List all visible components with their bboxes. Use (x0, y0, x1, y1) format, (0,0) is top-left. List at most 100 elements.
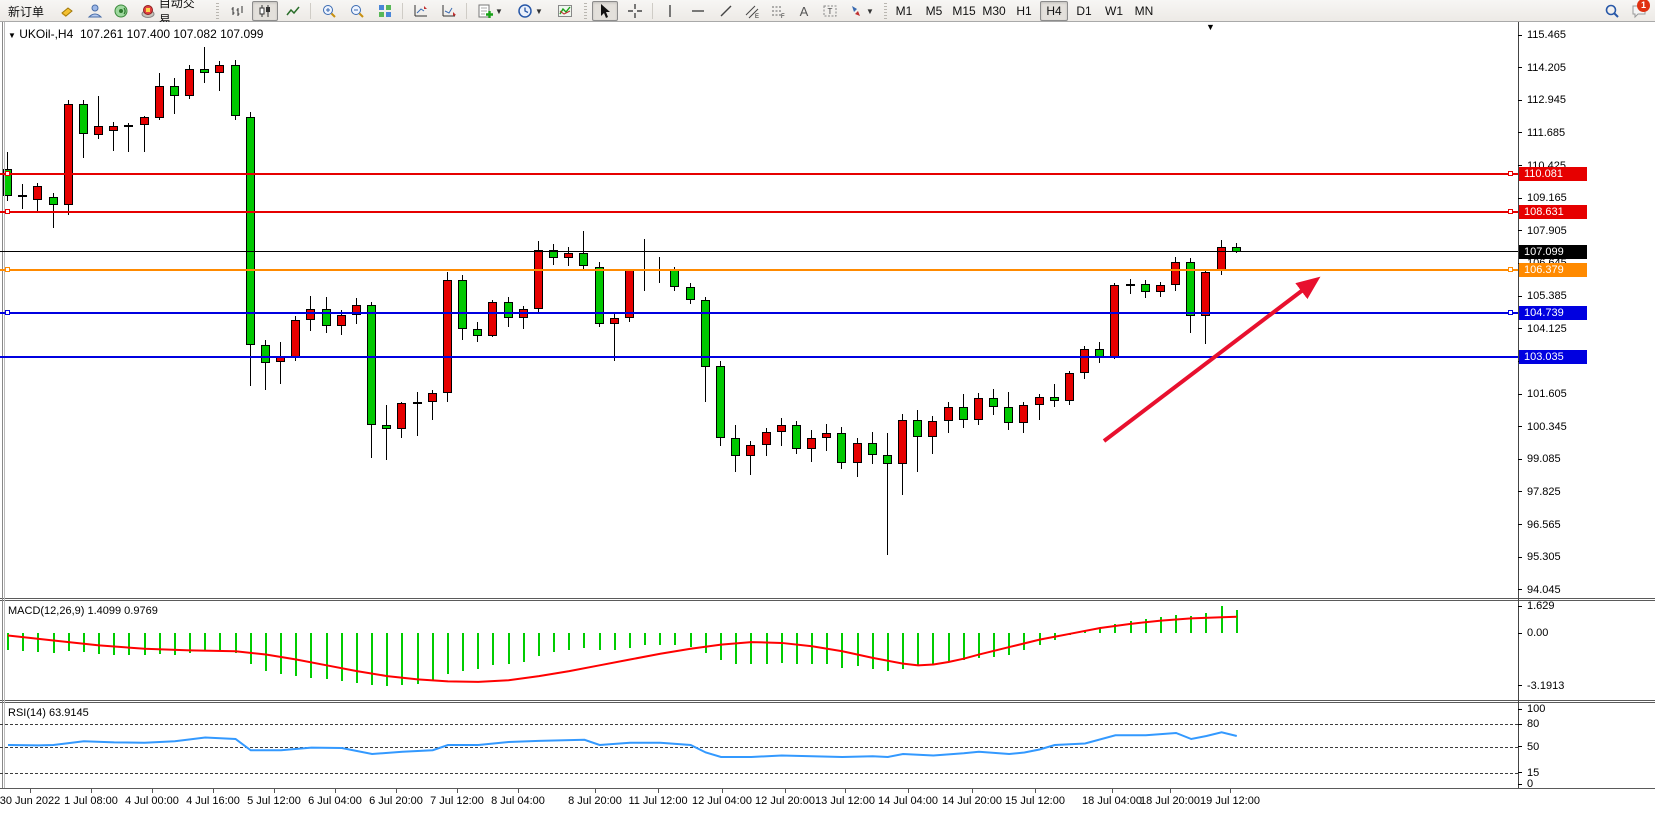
candle[interactable] (534, 250, 543, 309)
macd-pane[interactable] (0, 601, 1655, 700)
candle[interactable] (837, 433, 846, 463)
candle[interactable] (504, 302, 513, 318)
timeframe-button-m1[interactable]: M1 (895, 4, 913, 18)
hline-104.739[interactable] (0, 311, 1518, 314)
candle[interactable] (79, 104, 88, 134)
candle[interactable] (170, 85, 179, 97)
candle[interactable] (261, 344, 270, 364)
candle[interactable] (944, 407, 953, 422)
candle[interactable] (625, 269, 634, 318)
candle[interactable] (49, 197, 58, 206)
candle[interactable] (1065, 373, 1074, 401)
candle[interactable] (579, 253, 588, 266)
candle[interactable] (822, 433, 831, 439)
candle[interactable] (215, 65, 224, 73)
pane-separator[interactable] (0, 598, 1655, 601)
metaeditor-icon[interactable] (82, 1, 108, 21)
equidistant-channel-button[interactable]: E (740, 1, 764, 21)
cursor-button[interactable] (592, 1, 618, 21)
vertical-line-button[interactable] (658, 1, 682, 21)
candle[interactable] (140, 116, 149, 125)
candle[interactable] (1126, 284, 1135, 287)
candle[interactable] (382, 425, 391, 430)
candle[interactable] (473, 329, 482, 336)
new-chart-button[interactable]: ▼ (472, 1, 508, 21)
timeframe-button-m5[interactable]: M5 (925, 4, 943, 18)
candle[interactable] (564, 253, 573, 259)
text-button[interactable]: A (792, 1, 816, 21)
orders-icon[interactable] (54, 1, 80, 21)
candle[interactable] (883, 455, 892, 465)
candle[interactable] (1004, 407, 1013, 423)
arrows-button[interactable]: ▼ (844, 1, 878, 21)
timeframe-button-mn[interactable]: MN (1134, 4, 1154, 18)
candlestick-chart-button[interactable] (252, 1, 278, 21)
candle[interactable] (64, 104, 73, 206)
candle[interactable] (1080, 348, 1089, 374)
candle[interactable] (124, 124, 133, 128)
chart-end-marker-icon[interactable]: ▼ (1206, 22, 1215, 32)
candle[interactable] (18, 194, 27, 197)
candle[interactable] (686, 286, 695, 300)
candle[interactable] (762, 431, 771, 445)
candle[interactable] (322, 308, 331, 326)
candle[interactable] (352, 304, 361, 316)
candle[interactable] (746, 444, 755, 457)
trendline-button[interactable] (714, 1, 738, 21)
hline-106.379[interactable] (0, 269, 1518, 272)
hline-handle[interactable] (1508, 267, 1513, 273)
tile-windows-button[interactable] (372, 1, 398, 21)
candle[interactable] (185, 69, 194, 97)
candle[interactable] (337, 315, 346, 326)
candle[interactable] (94, 126, 103, 136)
chat-icon[interactable]: 1 (1626, 0, 1652, 21)
text-label-button[interactable]: T (818, 1, 842, 21)
timeframe-button-m15[interactable]: M15 (952, 4, 976, 18)
hline-handle[interactable] (1508, 309, 1513, 315)
candle[interactable] (397, 403, 406, 430)
hline-110.081[interactable] (0, 173, 1518, 176)
candle[interactable] (488, 302, 497, 336)
candle[interactable] (1171, 262, 1180, 286)
candle[interactable] (807, 438, 816, 449)
candle[interactable] (701, 299, 710, 367)
candle[interactable] (1141, 284, 1150, 292)
candle[interactable] (792, 425, 801, 449)
zoom-in-button[interactable] (316, 1, 342, 21)
candle[interactable] (428, 392, 437, 402)
candle[interactable] (868, 443, 877, 456)
zoom-out-button[interactable] (344, 1, 370, 21)
candle[interactable] (458, 280, 467, 330)
hline-handle[interactable] (5, 309, 10, 315)
timeframe-button-h1[interactable]: H1 (1016, 4, 1032, 18)
candle[interactable] (306, 308, 315, 321)
timeframe-button-m30[interactable]: M30 (982, 4, 1006, 18)
autotrading-button[interactable]: 自动交易 (136, 0, 210, 27)
candle[interactable] (989, 398, 998, 408)
timeframe-button-d1[interactable]: D1 (1076, 4, 1092, 18)
candle[interactable] (1019, 404, 1028, 423)
candle[interactable] (1050, 396, 1059, 401)
chart-autoscroll-button[interactable] (436, 1, 462, 21)
candle[interactable] (595, 267, 604, 325)
candle[interactable] (246, 116, 255, 345)
candle[interactable] (231, 65, 240, 116)
hline-handle[interactable] (5, 209, 10, 215)
candle[interactable] (959, 407, 968, 421)
candle[interactable] (33, 185, 42, 200)
candle[interactable] (777, 425, 786, 432)
candle[interactable] (670, 269, 679, 287)
candle[interactable] (413, 401, 422, 404)
candle[interactable] (367, 304, 376, 426)
hline-handle[interactable] (5, 267, 10, 273)
price-chart-pane[interactable] (0, 22, 1655, 598)
candle[interactable] (1110, 285, 1119, 357)
fibonacci-button[interactable]: F (766, 1, 790, 21)
indicators-button[interactable] (552, 1, 578, 21)
hline-103.035[interactable] (0, 356, 1518, 359)
hline-107.099[interactable] (0, 251, 1518, 253)
new-order-button[interactable]: 新订单 (2, 1, 50, 21)
candle[interactable] (1201, 272, 1210, 317)
candle[interactable] (443, 280, 452, 393)
period-button[interactable]: ▼ (512, 1, 548, 21)
